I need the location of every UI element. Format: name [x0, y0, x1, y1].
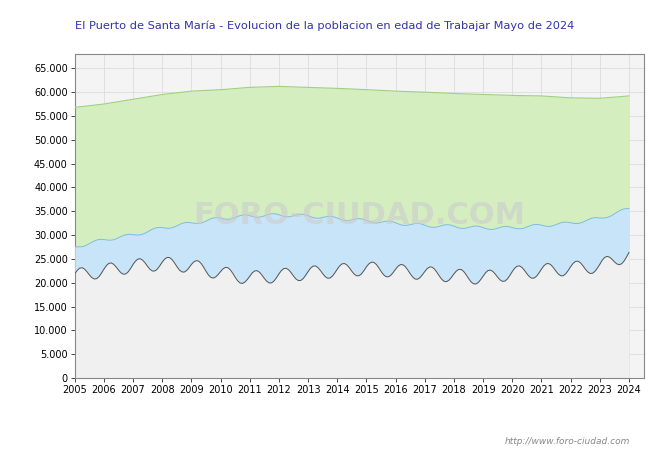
Text: El Puerto de Santa María - Evolucion de la poblacion en edad de Trabajar Mayo de: El Puerto de Santa María - Evolucion de … — [75, 21, 575, 31]
Text: http://www.foro-ciudad.com: http://www.foro-ciudad.com — [505, 436, 630, 446]
Text: FORO-CIUDAD.COM: FORO-CIUDAD.COM — [193, 202, 525, 230]
